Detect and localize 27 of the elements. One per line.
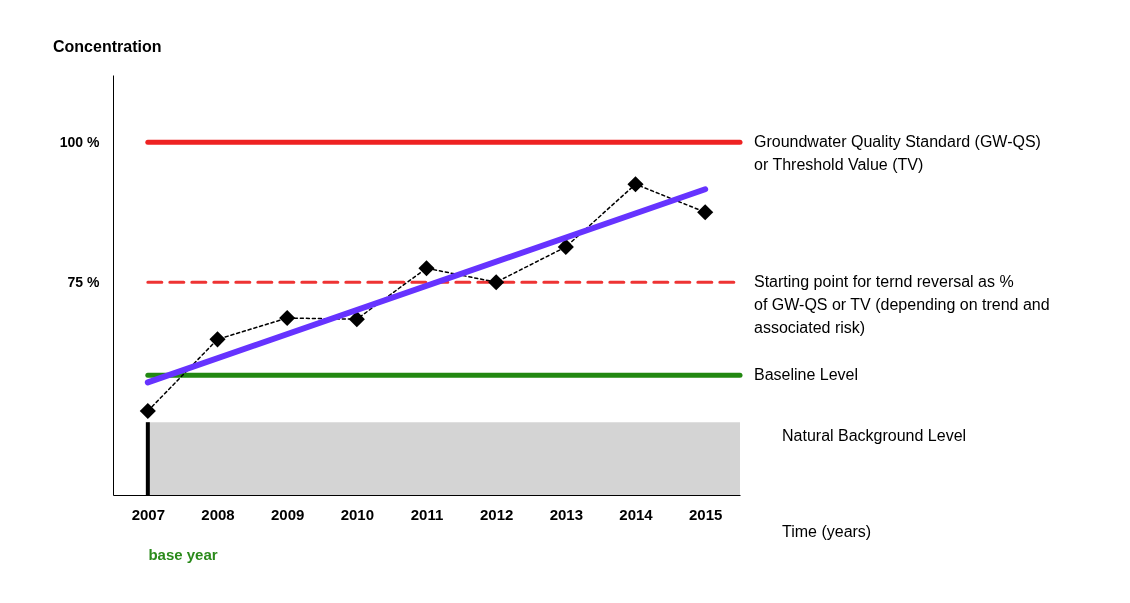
x-tick-label: 2010 — [340, 505, 375, 523]
x-tick-label: 2007 — [131, 505, 166, 523]
ref-line-label: Baseline Level — [754, 366, 859, 384]
point — [418, 260, 435, 277]
y-axis-title: Concentration — [53, 38, 162, 55]
point — [697, 204, 714, 221]
x-tick-label: 2015 — [688, 505, 723, 523]
point — [627, 176, 644, 193]
text: base year — [148, 546, 218, 563]
x-tick-label: 2011 — [410, 505, 444, 523]
point — [557, 238, 574, 255]
point — [348, 311, 365, 328]
y-tick-label: 100 % — [59, 133, 101, 150]
point — [209, 331, 226, 348]
x-tick-label: 2008 — [201, 505, 235, 523]
x-tick-label: 2014 — [619, 505, 654, 523]
point — [139, 402, 156, 420]
x-axis-title: Time (years) — [782, 523, 872, 540]
ref-line-label: Starting point for ternd reversal as % of GW-QS or TV (depending on trend and associated risk) — [754, 273, 1050, 337]
ref-line-label: Groundwater Quality Standard (GW-QS) or Threshold Value (TV) — [754, 133, 1041, 174]
x-tick-label: 2013 — [549, 505, 584, 523]
x-tick-label: 2012 — [479, 505, 514, 523]
x-tick-label: 2009 — [270, 505, 305, 523]
band-label: Natural Background Level — [782, 427, 967, 445]
point — [279, 309, 296, 327]
y-tick-label: 75 % — [67, 273, 101, 290]
point — [488, 274, 505, 291]
